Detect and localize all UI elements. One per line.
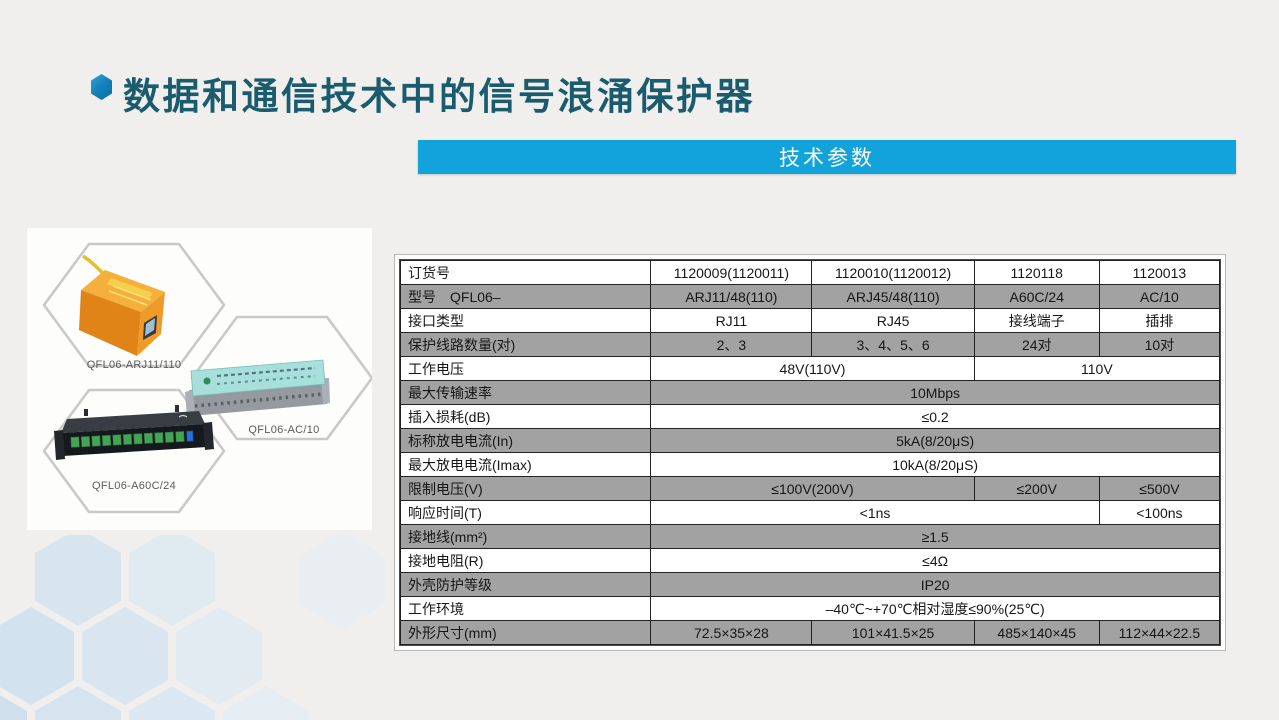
slide-header: 数据和通信技术中的信号浪涌保护器: [0, 30, 1279, 117]
row-label: 型号 QFL06–: [399, 284, 652, 309]
cell-value: 接线端子: [973, 308, 1100, 333]
row-label: 外形尺寸(mm): [399, 620, 652, 645]
section-banner-label: 技术参数: [779, 147, 875, 170]
cell-value: 101×41.5×25: [811, 620, 975, 645]
table-row: 保护线路数量(对) 2、3 3、4、5、6 24对 10对: [399, 332, 1221, 357]
cell-value: 1120013: [1098, 260, 1221, 285]
row-label: 保护线路数量(对): [399, 332, 652, 357]
cell-value: 3、4、5、6: [811, 332, 975, 357]
cell-value: 插排: [1098, 308, 1221, 333]
product-label: QFL06-ARJ11/110: [86, 359, 182, 371]
row-label: 限制电压(V): [399, 476, 652, 501]
cell-value: AC/10: [1098, 284, 1221, 309]
cell-value: ARJ45/48(110): [811, 284, 975, 309]
cell-value: A60C/24: [973, 284, 1100, 309]
table-row: 外形尺寸(mm) 72.5×35×28 101×41.5×25 485×140×45 1…: [399, 620, 1221, 645]
spec-table-body: 订货号 1120009(1120011) 1120010(1120012) 11201…: [399, 260, 1221, 645]
table-row: 标称放电电流(In) 5kA(8/20μS): [399, 428, 1220, 453]
table-row: 订货号 1120009(1120011) 1120010(1120012) 11201…: [399, 260, 1221, 285]
row-label: 插入损耗(dB): [399, 404, 652, 429]
product-label: QFL06-A60C/24: [92, 480, 176, 492]
row-label: 接地线(mm²): [399, 524, 652, 549]
table-row: 插入损耗(dB) ≤0.2: [399, 404, 1220, 429]
table-row: 接地电阻(R) ≤4Ω: [399, 548, 1220, 573]
row-label: 工作环境: [399, 596, 652, 621]
cell-value: 485×140×45: [973, 620, 1100, 645]
table-row: 工作环境 –40℃~+70℃相对湿度≤90%(25℃): [399, 596, 1220, 621]
cell-value: ≥1.5: [650, 524, 1220, 549]
teal-strip-protector-image: [185, 359, 330, 417]
table-row: 响应时间(T) <1ns <100ns: [399, 500, 1221, 525]
hexagon-frame-group: [42, 242, 372, 514]
cell-value: RJ11: [650, 308, 813, 333]
row-label: 响应时间(T): [399, 500, 652, 525]
table-row: 最大放电电流(Imax) 10kA(8/20μS): [399, 452, 1220, 477]
black-rack-protector-image: [54, 405, 214, 460]
cell-value: 72.5×35×28: [650, 620, 813, 645]
product-panel: QFL06-ARJ11/110 QFL06-AC/10 QFL06-A60C/2…: [27, 228, 372, 530]
row-label: 接地电阻(R): [399, 548, 652, 573]
cell-value: ≤100V(200V): [650, 476, 975, 501]
cell-value: 10对: [1098, 332, 1221, 357]
cell-value: IP20: [650, 572, 1220, 597]
cell-value: <1ns: [650, 500, 1100, 525]
row-label: 标称放电电流(In): [399, 428, 652, 453]
green-connector-row: [70, 430, 194, 448]
row-label: 工作电压: [399, 356, 652, 381]
row-label: 最大传输速率: [399, 380, 652, 405]
table-row: 型号 QFL06– ARJ11/48(110) ARJ45/48(110) A60C/…: [399, 284, 1221, 309]
orange-surge-protector-image: [79, 254, 165, 356]
cell-value: RJ45: [811, 308, 975, 333]
cell-value: ARJ11/48(110): [650, 284, 813, 309]
background-hexagon-pattern: [0, 535, 385, 720]
cell-value: 48V(110V): [650, 356, 975, 381]
table-row: 外壳防护等级 IP20: [399, 572, 1220, 597]
table-row: 限制电压(V) ≤100V(200V) ≤200V ≤500V: [399, 476, 1221, 501]
product-illustrations: [42, 242, 372, 514]
table-row: 工作电压 48V(110V) 110V: [399, 356, 1221, 381]
row-label: 最大放电电流(Imax): [399, 452, 652, 477]
cell-value: 24对: [973, 332, 1100, 357]
cell-value: 112×44×22.5: [1098, 620, 1221, 645]
product-label: QFL06-AC/10: [248, 424, 320, 436]
row-label: 订货号: [399, 260, 652, 285]
table-row: 接地线(mm²) ≥1.5: [399, 524, 1220, 549]
cell-value: ≤500V: [1098, 476, 1221, 501]
row-label: 外壳防护等级: [399, 572, 652, 597]
cell-value: 1120009(1120011): [650, 260, 813, 285]
cell-value: 5kA(8/20μS): [650, 428, 1220, 453]
row-label: 接口类型: [399, 308, 652, 333]
cell-value: 1120118: [973, 260, 1100, 285]
cell-value: 1120010(1120012): [811, 260, 975, 285]
table-row: 最大传输速率 10Mbps: [399, 380, 1220, 405]
cell-value: 10kA(8/20μS): [650, 452, 1220, 477]
cell-value: 110V: [973, 356, 1221, 381]
cell-value: <100ns: [1098, 500, 1221, 525]
cell-value: 2、3: [650, 332, 813, 357]
section-banner: 技术参数: [418, 140, 1236, 174]
cell-value: ≤4Ω: [650, 548, 1220, 573]
page-title: 数据和通信技术中的信号浪涌保护器: [123, 76, 755, 117]
cell-value: ≤200V: [973, 476, 1100, 501]
cell-value: 10Mbps: [650, 380, 1220, 405]
cell-value: ≤0.2: [650, 404, 1220, 429]
table-row: 接口类型 RJ11 RJ45 接线端子 插排: [399, 308, 1221, 333]
hexagon-bullet-icon: [91, 74, 112, 100]
spec-table: 订货号 1120009(1120011) 1120010(1120012) 11201…: [395, 255, 1225, 650]
cell-value: –40℃~+70℃相对湿度≤90%(25℃): [650, 596, 1220, 621]
